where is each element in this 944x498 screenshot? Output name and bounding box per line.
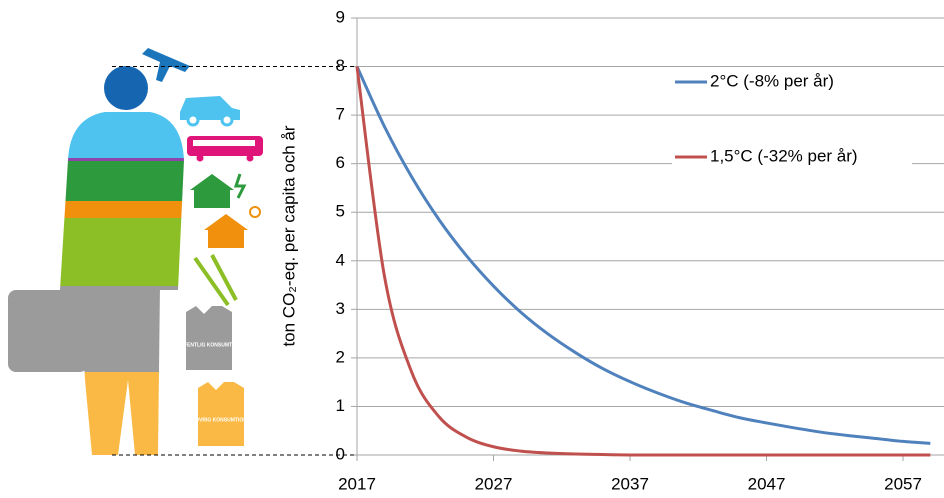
series-line: [355, 65, 931, 445]
y-tick-label: 9: [336, 7, 345, 26]
x-tick-label: 2057: [884, 474, 922, 493]
y-tick-label: 4: [336, 250, 345, 269]
x-tick-label: 2037: [611, 474, 649, 493]
legend-label: 1,5°C (-32% per år): [710, 146, 858, 165]
legend-bg: [672, 68, 912, 96]
y-axis-label: ton CO₂-eq. per capita och år: [279, 125, 298, 346]
legend-bg: [672, 143, 912, 171]
x-tick-label: 2017: [338, 474, 376, 493]
person-illustration: [8, 66, 184, 455]
icons: OFFENTLIG KONSUMTION ÖVRIG KONSUMTION: [142, 48, 263, 446]
y-tick-label: 0: [336, 444, 345, 463]
icon-label: ÖVRIG KONSUMTION: [195, 416, 247, 423]
x-tick-label: 2047: [748, 474, 786, 493]
y-tick-label: 6: [336, 153, 345, 172]
y-tick-label: 5: [336, 202, 345, 221]
y-tick-label: 3: [336, 299, 345, 318]
legend-label: 2°C (-8% per år): [710, 71, 834, 90]
y-tick-label: 1: [336, 396, 345, 415]
y-tick-label: 7: [336, 105, 345, 124]
x-tick-label: 2027: [475, 474, 513, 493]
series-line: [355, 66, 931, 457]
y-tick-label: 8: [336, 56, 345, 75]
icon-label: OFFENTLIG KONSUMTION: [177, 342, 241, 348]
y-tick-label: 2: [336, 347, 345, 366]
